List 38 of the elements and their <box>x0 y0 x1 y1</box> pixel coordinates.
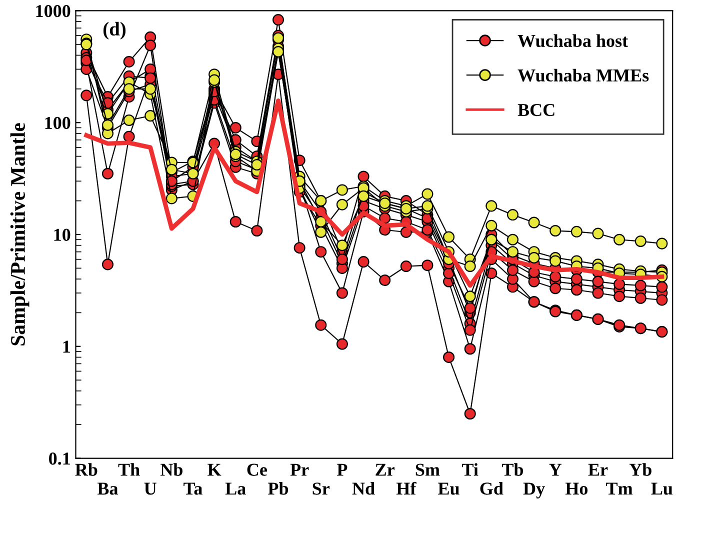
x-tick-label: Lu <box>651 482 672 495</box>
x-tick-label: La <box>225 482 246 495</box>
legend-label: Wuchaba host <box>518 34 628 48</box>
x-tick-label: Zr <box>376 464 394 476</box>
legend-label: BCC <box>518 104 554 116</box>
x-tick-label: Nd <box>352 482 375 495</box>
x-tick-label: Th <box>118 463 140 476</box>
x-tick-label: Yb <box>629 463 652 476</box>
legend-label: Wuchaba MMEs <box>518 68 649 82</box>
x-tick-label: P <box>337 464 348 476</box>
x-tick-label: Tm <box>606 482 633 495</box>
x-tick-label: Sm <box>416 464 440 476</box>
y-axis-title: Sample/Primitive Mantle <box>10 123 30 346</box>
x-tick-label: Eu <box>438 482 460 495</box>
y-tick-label: 10 <box>54 228 70 241</box>
y-tick-label: 1000 <box>36 4 70 18</box>
x-tick-label: Y <box>549 464 562 476</box>
x-tick-label: Nb <box>160 463 182 476</box>
x-tick-label: Gd <box>480 482 504 495</box>
x-tick-label: Rb <box>75 463 98 476</box>
y-tick-label: 1 <box>63 340 70 353</box>
x-tick-label: Pb <box>268 482 288 495</box>
x-tick-label: Hf <box>396 482 416 495</box>
x-tick-label: Ti <box>462 463 478 476</box>
x-tick-label: K <box>208 464 222 476</box>
y-tick-label: 100 <box>45 116 70 130</box>
x-tick-label: Pr <box>290 464 309 476</box>
y-tick-label: 0.1 <box>49 452 70 465</box>
x-tick-label: Ba <box>97 482 118 495</box>
x-tick-label: Ho <box>565 482 588 495</box>
x-tick-label: Ce <box>247 464 267 476</box>
x-tick-label: U <box>144 482 156 495</box>
x-tick-label: Sr <box>312 482 330 495</box>
x-tick-label: Er <box>588 464 608 476</box>
x-tick-label: Dy <box>523 482 545 498</box>
x-tick-label: Tb <box>502 463 524 476</box>
x-tick-label: Ta <box>184 482 202 495</box>
annotation: (d) <box>103 22 126 40</box>
